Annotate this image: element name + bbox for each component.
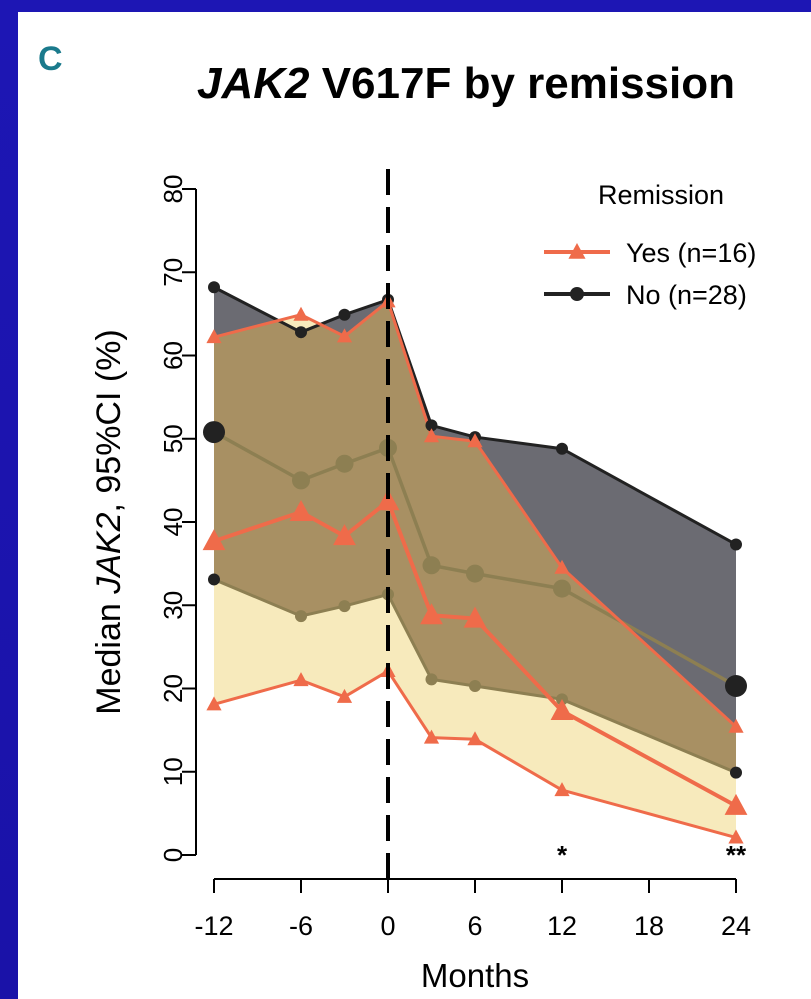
- y-tick-label: 70: [158, 258, 188, 287]
- no-lower-point: [208, 573, 220, 586]
- no-median-point: [335, 454, 354, 473]
- jak2-remission-chart: C JAK2 V617F by remission 01020304050607…: [38, 40, 756, 994]
- y-axis-label-prefix: Median: [90, 594, 128, 715]
- y-tick-label: 40: [158, 508, 188, 537]
- yes-lower-point: [336, 688, 353, 703]
- legend-no-marker: [570, 287, 584, 301]
- legend: Remission Yes (n=16) No (n=28): [544, 180, 756, 310]
- x-tick-label: 0: [380, 911, 395, 941]
- no-upper-line: [213, 285, 737, 546]
- yes-lower-point: [423, 729, 440, 744]
- yes-upper-point: [336, 328, 353, 343]
- significance-marker: **: [726, 840, 747, 870]
- yes-upper-point: [728, 718, 744, 733]
- yes-median-point: [463, 606, 487, 628]
- yes-median-point: [202, 529, 226, 551]
- yes-lower-point: [293, 672, 309, 687]
- yes-median-point: [289, 500, 313, 522]
- x-tick-label: 12: [547, 911, 577, 941]
- y-tick-label: 0: [158, 848, 188, 862]
- no-upper-point: [730, 538, 742, 551]
- y-tick-label: 10: [158, 757, 188, 786]
- x-tick-label: 6: [467, 911, 482, 941]
- x-tick-label: -12: [194, 911, 233, 941]
- y-tick-label: 30: [158, 591, 188, 620]
- confidence-bands: [214, 287, 736, 838]
- no-upper-point: [295, 326, 307, 339]
- yes-median-point: [724, 793, 748, 815]
- yes-lower-point: [206, 696, 222, 711]
- no-upper-point: [425, 419, 438, 432]
- x-tick-label: 24: [721, 911, 751, 941]
- no-upper-point: [338, 308, 351, 321]
- legend-yes-marker: [568, 243, 586, 259]
- no-median-point: [292, 471, 310, 490]
- no-median-point: [725, 675, 747, 698]
- y-tick-label: 50: [158, 424, 188, 453]
- ci-overlap-band: [214, 301, 736, 773]
- yes-upper-point: [293, 306, 309, 321]
- significance-marker: *: [557, 840, 568, 870]
- no-median-point: [422, 556, 441, 575]
- title-gene: JAK2: [197, 59, 310, 108]
- yes-upper-point: [554, 559, 570, 574]
- yes-median-point: [333, 524, 356, 546]
- no-median-point: [553, 579, 571, 598]
- x-tick-label: -6: [289, 911, 313, 941]
- yes-median-point: [550, 698, 574, 720]
- no-lower-point: [295, 610, 307, 623]
- title-rest: V617F by remission: [309, 59, 735, 108]
- yes-lower-point: [728, 829, 744, 844]
- yes-upper-line: [213, 298, 738, 728]
- series-markers: [202, 281, 748, 844]
- no-upper-point: [556, 442, 568, 455]
- y-axis-label: Median JAK2, 95%CI (%): [90, 329, 128, 715]
- yes-median-point: [376, 489, 400, 511]
- no-lower-point: [469, 680, 481, 693]
- yes-upper-point: [467, 433, 483, 448]
- legend-title: Remission: [598, 180, 724, 210]
- no-median-point: [466, 564, 484, 583]
- panel-letter: C: [38, 40, 63, 78]
- x-axis-label: Months: [421, 957, 529, 994]
- yes-median-point: [420, 603, 443, 625]
- y-tick-label: 80: [158, 175, 188, 204]
- chart-title: JAK2 V617F by remission: [197, 59, 735, 108]
- figure-panel: C JAK2 V617F by remission 0 10 20 30 40 50 60 7…: [18, 12, 811, 999]
- yes-lower-point: [554, 782, 570, 797]
- legend-yes-label: Yes (n=16): [626, 238, 756, 268]
- yes-upper-point: [206, 329, 222, 344]
- yes-lower-point: [467, 731, 483, 746]
- x-tick-label: 18: [634, 911, 664, 941]
- y-axis-label-gene: JAK2: [90, 512, 128, 594]
- y-tick-label: 60: [158, 341, 188, 370]
- legend-no-label: No (n=28): [626, 280, 747, 310]
- yes-lower-line: [213, 668, 737, 839]
- no-lower-point: [338, 600, 351, 613]
- no-median-point: [203, 421, 225, 444]
- no-lower-point: [730, 766, 742, 779]
- y-axis-label-suffix: , 95%CI (%): [90, 329, 128, 512]
- no-upper-point: [208, 281, 220, 294]
- no-lower-point: [425, 673, 438, 686]
- y-tick-label: 20: [158, 674, 188, 703]
- yes-upper-point: [423, 428, 440, 443]
